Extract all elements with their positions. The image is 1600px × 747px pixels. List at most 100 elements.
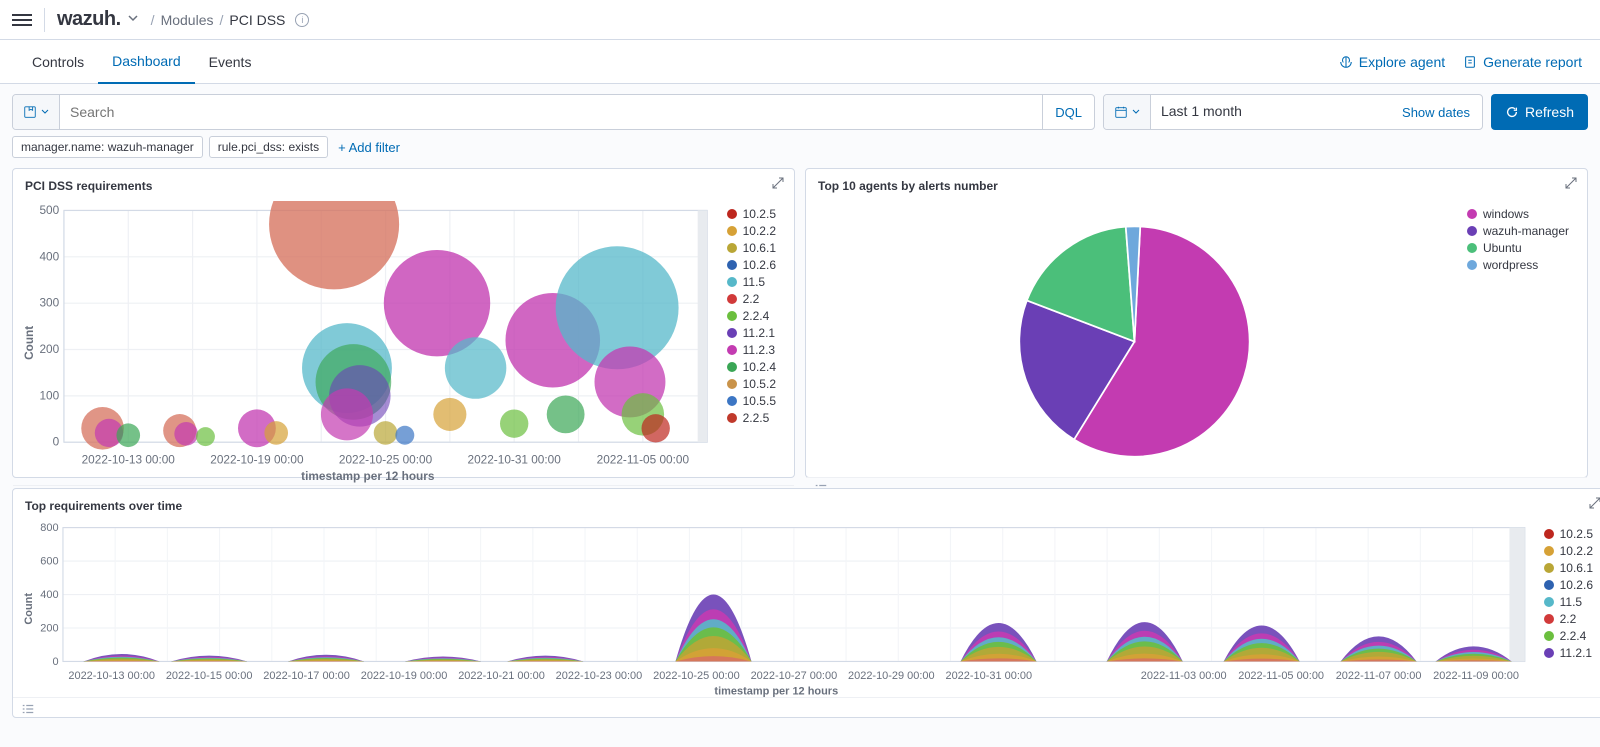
svg-text:2022-11-07 00:00: 2022-11-07 00:00 xyxy=(1336,670,1422,682)
refresh-button[interactable]: Refresh xyxy=(1491,94,1588,130)
legend-item[interactable]: 10.2.4 xyxy=(727,360,776,374)
svg-text:2022-11-09 00:00: 2022-11-09 00:00 xyxy=(1433,670,1519,682)
legend-item[interactable]: 2.2.4 xyxy=(1544,629,1593,643)
svg-text:2022-10-19 00:00: 2022-10-19 00:00 xyxy=(210,452,304,466)
svg-text:200: 200 xyxy=(39,342,59,356)
panel-requirements-over-time: Top requirements over time 0200400600800… xyxy=(12,488,1600,718)
legend-item[interactable]: 2.2.5 xyxy=(727,411,776,425)
svg-text:2022-10-23 00:00: 2022-10-23 00:00 xyxy=(556,670,643,682)
breadcrumb-modules[interactable]: Modules xyxy=(161,12,214,28)
svg-text:2022-11-03 00:00: 2022-11-03 00:00 xyxy=(1141,670,1227,682)
filter-pill[interactable]: manager.name: wazuh-manager xyxy=(12,136,203,158)
legend-item[interactable]: 2.2 xyxy=(727,292,776,306)
expand-icon[interactable] xyxy=(1565,177,1577,192)
svg-text:2022-10-15 00:00: 2022-10-15 00:00 xyxy=(166,670,253,682)
legend-item[interactable]: 10.5.5 xyxy=(727,394,776,408)
legend-item[interactable]: 11.2.1 xyxy=(1544,646,1593,660)
refresh-label: Refresh xyxy=(1525,104,1574,120)
legend-item[interactable]: 10.2.6 xyxy=(1544,578,1593,592)
filter-pill[interactable]: rule.pci_dss: exists xyxy=(209,136,328,158)
tab-dashboard[interactable]: Dashboard xyxy=(98,40,195,84)
svg-text:2022-10-27 00:00: 2022-10-27 00:00 xyxy=(751,670,838,682)
legend-item[interactable]: 11.5 xyxy=(727,275,776,289)
expand-icon[interactable] xyxy=(772,177,784,192)
svg-text:2022-10-13 00:00: 2022-10-13 00:00 xyxy=(82,452,176,466)
panel-pci-requirements: PCI DSS requirements 0 100 200 300 400 500 202… xyxy=(12,168,795,478)
legend-item[interactable]: 2.2.4 xyxy=(727,309,776,323)
expand-icon[interactable] xyxy=(1589,497,1600,512)
svg-text:2022-10-31 00:00: 2022-10-31 00:00 xyxy=(945,670,1032,682)
svg-text:2022-10-19 00:00: 2022-10-19 00:00 xyxy=(361,670,448,682)
legend-item[interactable]: 10.6.1 xyxy=(727,241,776,255)
explore-agent-label: Explore agent xyxy=(1359,54,1445,70)
breadcrumb: / Modules / PCI DSS i xyxy=(151,12,310,28)
legend-item[interactable]: 10.5.2 xyxy=(727,377,776,391)
legend-item[interactable]: 10.2.2 xyxy=(1544,544,1593,558)
panel-footer[interactable] xyxy=(13,697,1600,723)
legend-item[interactable]: 10.2.5 xyxy=(1544,527,1593,541)
saved-query-button[interactable] xyxy=(13,95,60,129)
legend-item[interactable]: 10.2.5 xyxy=(727,207,776,221)
pie-chart xyxy=(812,201,1457,477)
svg-text:500: 500 xyxy=(39,203,59,217)
svg-text:2022-11-05 00:00: 2022-11-05 00:00 xyxy=(1238,670,1324,682)
logo[interactable]: wazuh. xyxy=(57,8,121,31)
svg-text:2022-11-05 00:00: 2022-11-05 00:00 xyxy=(597,452,690,466)
svg-text:0: 0 xyxy=(53,435,60,449)
svg-text:2022-10-25 00:00: 2022-10-25 00:00 xyxy=(339,452,433,466)
generate-report-button[interactable]: Generate report xyxy=(1463,54,1582,70)
dql-button[interactable]: DQL xyxy=(1042,95,1094,129)
legend-item[interactable]: 11.5 xyxy=(1544,595,1593,609)
search-group: DQL xyxy=(12,94,1095,130)
svg-text:timestamp per 12 hours: timestamp per 12 hours xyxy=(714,685,838,696)
legend-item[interactable]: 11.2.1 xyxy=(727,326,776,340)
svg-text:400: 400 xyxy=(39,249,59,263)
search-input[interactable] xyxy=(60,95,1042,129)
add-filter-button[interactable]: + Add filter xyxy=(338,140,400,155)
svg-text:2022-10-29 00:00: 2022-10-29 00:00 xyxy=(848,670,935,682)
legend: windows wazuh-manager Ubuntu wordpress xyxy=(1457,201,1577,477)
legend-item[interactable]: 10.2.6 xyxy=(727,258,776,272)
legend-item[interactable]: 10.6.1 xyxy=(1544,561,1593,575)
date-range[interactable]: Last 1 month xyxy=(1151,95,1390,129)
menu-icon[interactable] xyxy=(12,10,32,30)
legend-item[interactable]: wazuh-manager xyxy=(1467,224,1569,238)
show-dates-button[interactable]: Show dates xyxy=(1390,95,1482,129)
breadcrumb-pci[interactable]: PCI DSS xyxy=(229,12,285,28)
legend: 10.2.5 10.2.2 10.6.1 10.2.6 11.5 2.2 2.2.4 11.2… xyxy=(1534,521,1600,697)
legend-item[interactable]: wordpress xyxy=(1467,258,1569,272)
tab-bar: Controls Dashboard Events Explore agent … xyxy=(0,40,1600,84)
svg-text:200: 200 xyxy=(40,622,58,634)
svg-text:Count: Count xyxy=(22,326,36,360)
calendar-button[interactable] xyxy=(1104,95,1151,129)
legend-item[interactable]: 11.2.3 xyxy=(727,343,776,357)
legend-item[interactable]: windows xyxy=(1467,207,1569,221)
svg-text:2022-10-21 00:00: 2022-10-21 00:00 xyxy=(458,670,545,682)
info-icon[interactable]: i xyxy=(295,13,309,27)
bubble-chart: 0 100 200 300 400 500 2022-10-13 00:00 2022-10-… xyxy=(19,201,717,485)
legend-item[interactable]: 2.2 xyxy=(1544,612,1593,626)
svg-text:Count: Count xyxy=(23,593,35,625)
panel-top-agents: Top 10 agents by alerts number windows wa… xyxy=(805,168,1588,478)
svg-text:300: 300 xyxy=(39,296,59,310)
svg-text:600: 600 xyxy=(40,555,58,567)
generate-report-label: Generate report xyxy=(1483,54,1582,70)
area-chart: 02004006008002022-10-13 00:002022-10-15 … xyxy=(19,521,1534,697)
explore-agent-button[interactable]: Explore agent xyxy=(1339,54,1445,70)
panel-title: PCI DSS requirements xyxy=(13,169,794,197)
tab-events[interactable]: Events xyxy=(195,40,266,84)
divider xyxy=(44,8,45,32)
svg-text:400: 400 xyxy=(40,589,58,601)
svg-text:800: 800 xyxy=(40,522,58,534)
legend-item[interactable]: 10.2.2 xyxy=(727,224,776,238)
top-bar: wazuh. / Modules / PCI DSS i xyxy=(0,0,1600,40)
svg-text:100: 100 xyxy=(39,388,59,402)
tab-controls[interactable]: Controls xyxy=(18,40,98,84)
svg-text:0: 0 xyxy=(52,656,58,668)
chevron-down-icon[interactable] xyxy=(127,12,139,27)
legend-item[interactable]: Ubuntu xyxy=(1467,241,1569,255)
legend: 10.2.5 10.2.2 10.6.1 10.2.6 11.5 2.2 2.2.4 11.2… xyxy=(717,201,784,485)
svg-text:2022-10-31 00:00: 2022-10-31 00:00 xyxy=(468,452,562,466)
search-row: DQL Last 1 month Show dates Refresh xyxy=(0,84,1600,136)
panel-title: Top 10 agents by alerts number xyxy=(806,169,1587,197)
